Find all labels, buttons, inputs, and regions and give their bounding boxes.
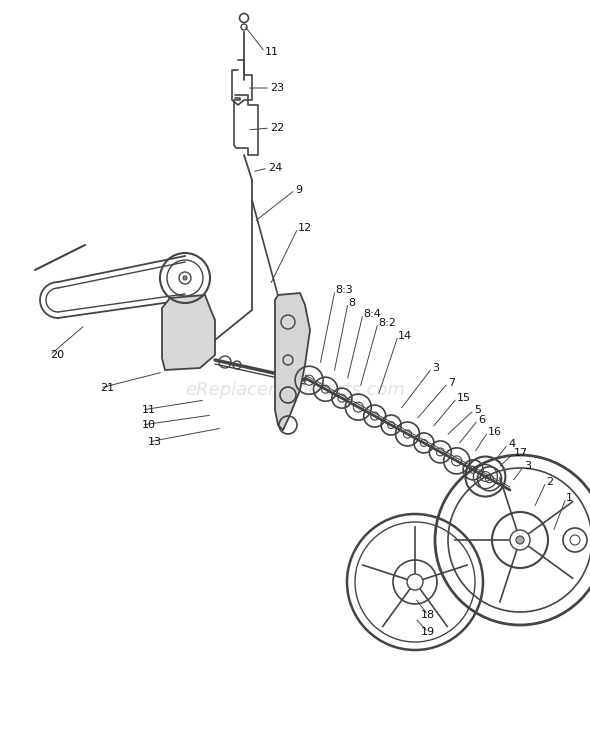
Circle shape	[183, 276, 187, 280]
Text: 13: 13	[148, 437, 162, 447]
Text: 12: 12	[298, 223, 312, 233]
Text: 17: 17	[514, 448, 528, 458]
Text: 4: 4	[508, 439, 515, 449]
Text: 6: 6	[478, 415, 485, 425]
Text: 14: 14	[398, 331, 412, 341]
Text: 10: 10	[142, 420, 156, 430]
Text: 3: 3	[524, 461, 531, 471]
Text: 3: 3	[432, 363, 439, 373]
Text: 11: 11	[265, 47, 279, 57]
Text: 8:3: 8:3	[335, 285, 353, 295]
Text: 8:2: 8:2	[378, 318, 396, 328]
Text: 15: 15	[457, 393, 471, 403]
Text: 9: 9	[295, 185, 302, 195]
Text: 11: 11	[142, 405, 156, 415]
Circle shape	[516, 536, 524, 544]
Text: 7: 7	[448, 378, 455, 388]
Polygon shape	[162, 295, 215, 370]
Text: eReplacementParts.com: eReplacementParts.com	[185, 381, 405, 399]
Text: 23: 23	[270, 83, 284, 93]
Text: 21: 21	[100, 383, 114, 393]
Text: 1: 1	[566, 493, 573, 503]
Text: 2: 2	[546, 477, 553, 487]
Text: 22: 22	[270, 123, 284, 133]
Text: 19: 19	[421, 627, 435, 637]
Text: 24: 24	[268, 163, 282, 173]
Text: 20: 20	[50, 350, 64, 360]
Text: 8:4: 8:4	[363, 309, 381, 319]
Text: 5: 5	[474, 405, 481, 415]
Text: 8: 8	[348, 298, 355, 308]
Text: 16: 16	[488, 427, 502, 437]
Polygon shape	[275, 293, 310, 430]
Text: 18: 18	[421, 610, 435, 620]
